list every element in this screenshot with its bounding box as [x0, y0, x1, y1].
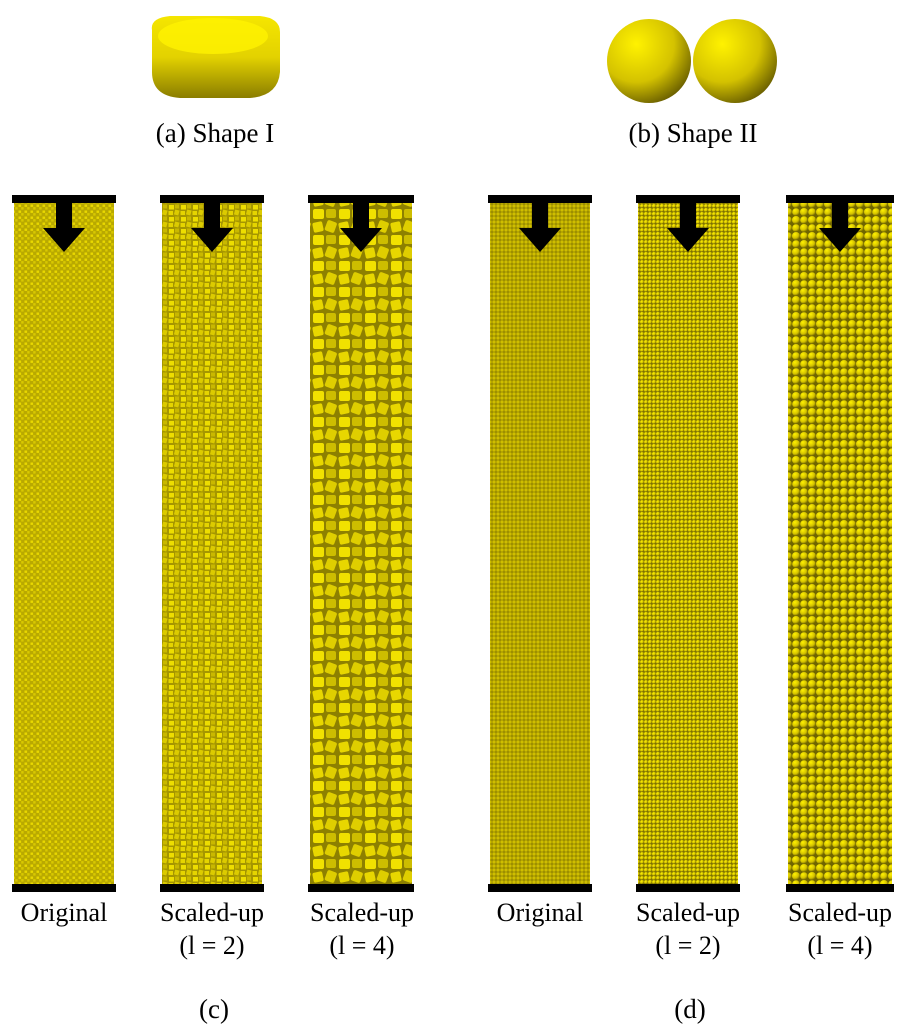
scale-label: (l = 4): [807, 931, 872, 960]
scale-label: (l = 2): [655, 931, 720, 960]
scale-label: (l = 2): [179, 931, 244, 960]
column-label: Original: [21, 898, 108, 927]
columns: [12, 195, 894, 892]
shape-caption: (a) Shape I: [156, 118, 274, 148]
shape-i-image: [152, 16, 280, 98]
column-label: Scaled-up: [788, 898, 892, 927]
column-label: Scaled-up: [636, 898, 740, 927]
shape-ii-image: [607, 19, 777, 103]
figure: (a) Shape I (b) Shape II Original Scaled…: [0, 0, 906, 1029]
column-label: Scaled-up: [160, 898, 264, 927]
panel-caption: (c): [199, 994, 229, 1024]
column-label: Scaled-up: [310, 898, 414, 927]
shape-caption: (b) Shape II: [629, 118, 758, 148]
scale-label: (l = 4): [329, 931, 394, 960]
column-label: Original: [497, 898, 584, 927]
panel-caption: (d): [674, 994, 705, 1024]
